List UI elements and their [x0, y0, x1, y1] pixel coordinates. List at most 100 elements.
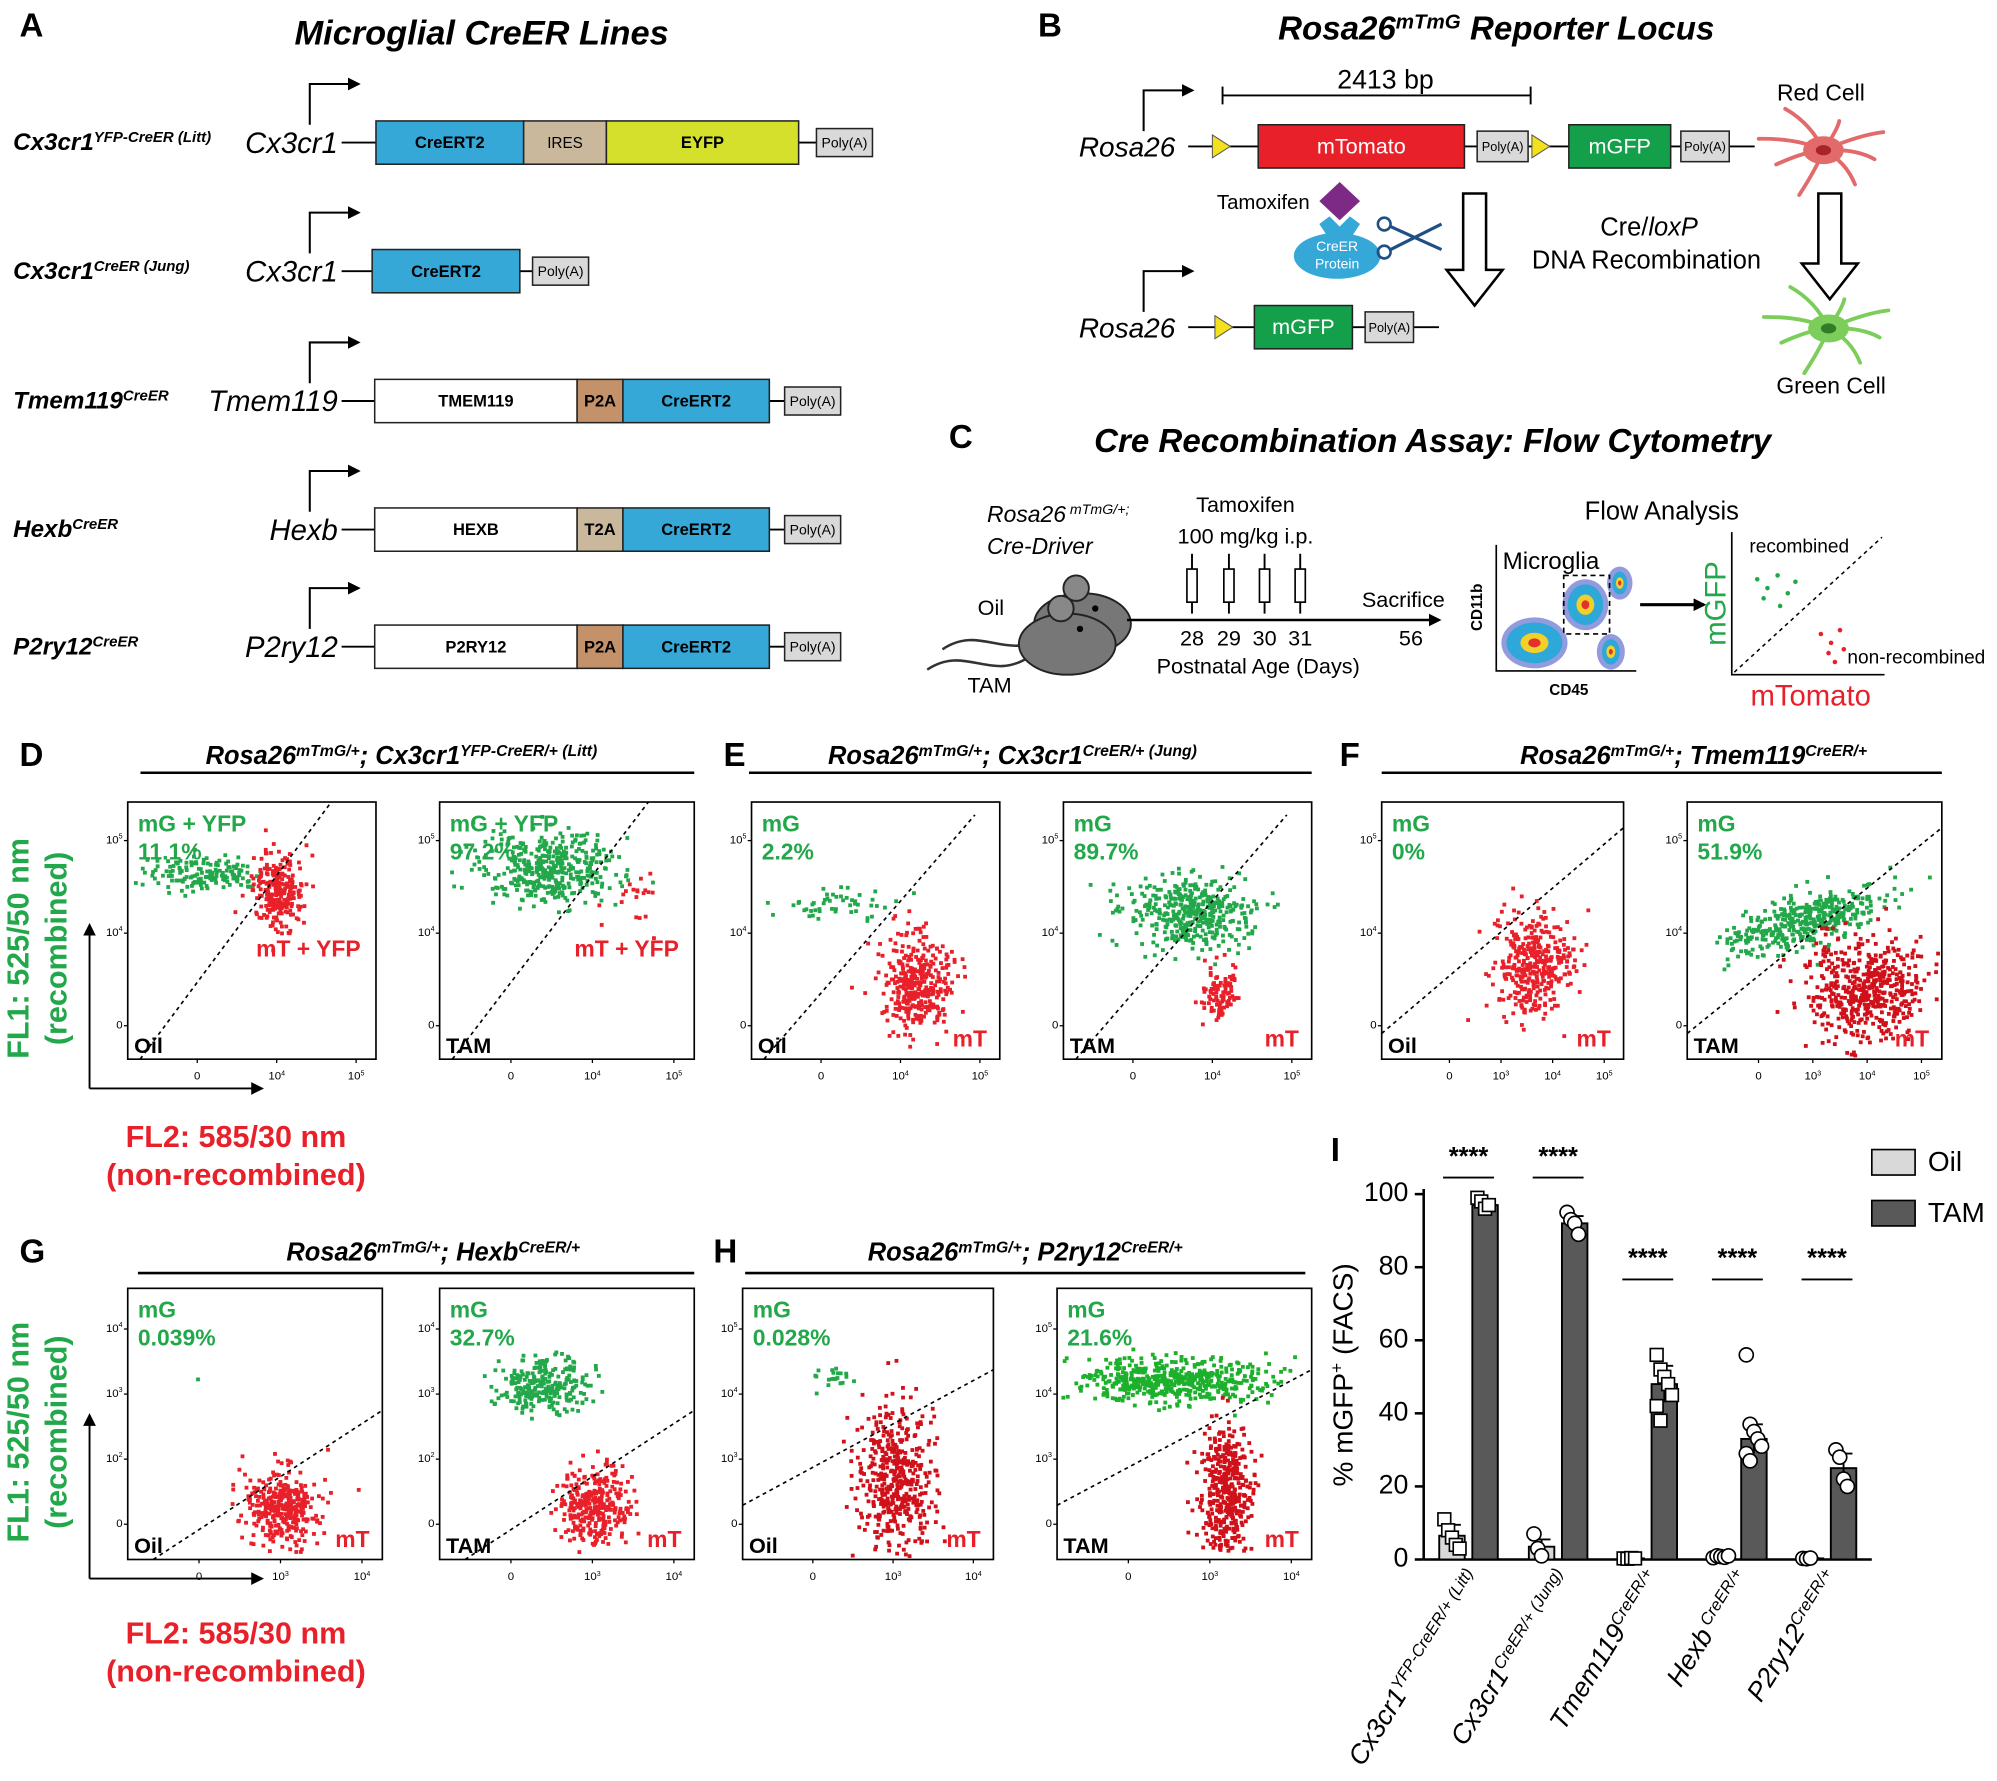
event: [1210, 880, 1214, 884]
event: [576, 1516, 580, 1520]
event: [624, 1507, 628, 1511]
event: [514, 1394, 518, 1398]
event: [1533, 962, 1537, 966]
event: [505, 1395, 509, 1399]
x-tick-label-part: 4: [597, 1070, 601, 1078]
event: [1514, 996, 1518, 1000]
event: [1163, 903, 1167, 907]
event: [265, 916, 269, 920]
event: [619, 1493, 623, 1497]
event: [887, 1502, 891, 1506]
event: [524, 850, 528, 854]
event: [294, 1550, 298, 1554]
event: [1528, 994, 1532, 998]
event: [1884, 959, 1888, 963]
event: [880, 1483, 884, 1487]
event: [600, 1501, 604, 1505]
y-tick-label: 0: [1370, 1020, 1376, 1032]
event: [1231, 974, 1235, 978]
panel-header-part: CreER/+: [518, 1239, 580, 1256]
event: [1835, 980, 1839, 984]
event: [929, 1460, 933, 1464]
event: [221, 871, 225, 875]
event: [239, 883, 243, 887]
event: [189, 876, 193, 880]
x-tick-label-part: 4: [1872, 1070, 1876, 1078]
event: [876, 1427, 880, 1431]
event: [1184, 888, 1188, 892]
event: [280, 1483, 284, 1487]
event: [865, 1522, 869, 1526]
event: [494, 1368, 498, 1372]
event: [1739, 949, 1743, 953]
gene-block-label: T2A: [584, 520, 615, 539]
event: [607, 858, 611, 862]
event: [889, 1416, 893, 1420]
event: [302, 1500, 306, 1504]
event: [841, 1381, 845, 1385]
event: [299, 894, 303, 898]
event: [537, 873, 541, 877]
event: [908, 1469, 912, 1473]
event: [292, 896, 296, 900]
event: [1826, 1022, 1830, 1026]
event: [517, 1374, 521, 1378]
event: [571, 1408, 575, 1412]
event: [909, 1488, 913, 1492]
event: [583, 1475, 587, 1479]
event: [260, 1515, 264, 1519]
event: [915, 927, 919, 931]
event: [931, 954, 935, 958]
event: [898, 1451, 902, 1455]
event: [876, 1523, 880, 1527]
event: [1243, 877, 1247, 881]
event: [1115, 893, 1119, 897]
event: [862, 1472, 866, 1476]
event: [294, 1489, 298, 1493]
event: [896, 995, 900, 999]
panel-letter: G: [20, 1234, 46, 1271]
y-tick-label-part: 10: [730, 835, 743, 847]
event: [567, 1356, 571, 1360]
event: [1815, 902, 1819, 906]
event: [1907, 972, 1911, 976]
event: [1819, 941, 1823, 945]
event: [889, 1469, 893, 1473]
event: [567, 1528, 571, 1532]
event: [1805, 880, 1809, 884]
event: [921, 1531, 925, 1535]
event: [1511, 887, 1515, 891]
event: [924, 1011, 928, 1015]
event: [568, 1539, 572, 1543]
event: [927, 991, 931, 995]
event: [522, 1354, 526, 1358]
event: [254, 1494, 258, 1498]
event: [917, 987, 921, 991]
event: [1801, 945, 1805, 949]
event: [875, 904, 879, 908]
event: [1856, 967, 1860, 971]
event: [877, 1516, 881, 1520]
event: [1842, 985, 1846, 989]
event: [1874, 953, 1878, 957]
event: [287, 1491, 291, 1495]
event: [841, 898, 845, 902]
event: [1536, 985, 1540, 989]
event: [1811, 937, 1815, 941]
event: [1161, 873, 1165, 877]
event: [278, 903, 282, 907]
event: [1831, 1005, 1835, 1009]
event: [815, 1392, 819, 1396]
event: [583, 860, 587, 864]
event: [1750, 929, 1754, 933]
event: [574, 1384, 578, 1388]
event: [912, 997, 916, 1001]
event: [620, 1535, 624, 1539]
event: [555, 1412, 559, 1416]
event: [1782, 913, 1786, 917]
event: [1208, 912, 1212, 916]
event: [1209, 966, 1213, 970]
event: [886, 1019, 890, 1023]
event: [252, 883, 256, 887]
event: [924, 975, 928, 979]
